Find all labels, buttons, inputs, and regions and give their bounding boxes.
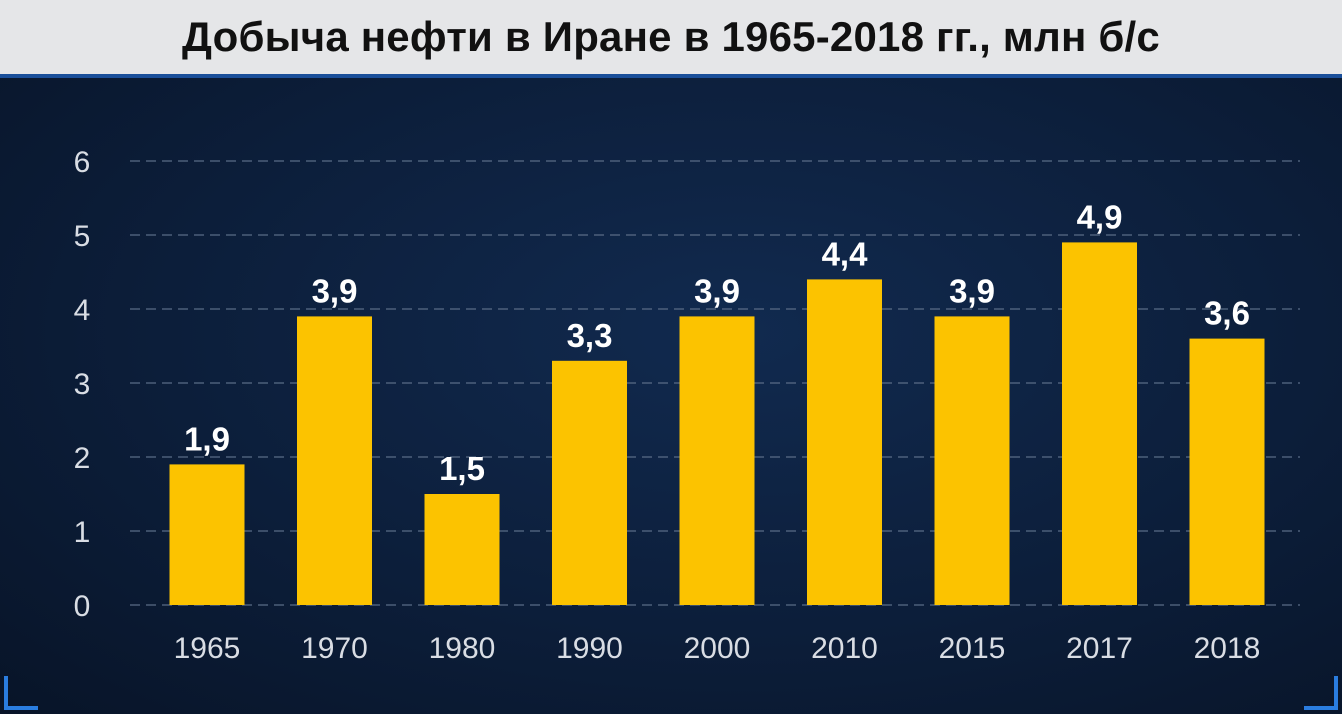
data-label: 3,9	[694, 272, 740, 309]
data-label: 1,9	[184, 420, 230, 457]
bar-2017	[1062, 242, 1137, 605]
x-tick-label: 2017	[1066, 632, 1133, 665]
y-tick-label: 0	[74, 590, 91, 623]
data-label: 3,9	[949, 272, 995, 309]
x-tick-label: 2018	[1194, 632, 1261, 665]
y-tick-label: 2	[74, 442, 91, 475]
data-label: 4,9	[1077, 198, 1123, 235]
x-tick-label: 2010	[811, 632, 878, 665]
chart-area: 0 1 2 3 4 5 6 1,9 1965 3,9 1970 1,5 1980 3,3 1990 3,9 20…	[0, 78, 1342, 714]
y-tick-label: 5	[74, 220, 91, 253]
x-tick-label: 2000	[684, 632, 751, 665]
data-label: 3,3	[567, 317, 613, 354]
x-tick-label: 1970	[301, 632, 368, 665]
x-tick-label: 1980	[429, 632, 496, 665]
data-label: 3,9	[312, 272, 358, 309]
data-label: 4,4	[822, 235, 869, 272]
title-bar: Добыча нефти в Иране в 1965-2018 гг., мл…	[0, 0, 1342, 78]
data-label: 3,6	[1204, 295, 1250, 332]
bar-1980	[424, 494, 500, 605]
bar-2010	[807, 279, 882, 605]
bar-1965	[169, 464, 245, 605]
bar-1970	[297, 316, 372, 605]
x-tick-label: 1990	[556, 632, 623, 665]
y-tick-label: 6	[74, 146, 91, 179]
bar-1990	[552, 360, 627, 605]
y-tick-label: 1	[74, 516, 91, 549]
y-tick-label: 3	[74, 368, 91, 401]
y-tick-label: 4	[74, 294, 91, 327]
chart-title: Добыча нефти в Иране в 1965-2018 гг., мл…	[182, 13, 1160, 60]
bar-chart: 0 1 2 3 4 5 6 1,9 1965 3,9 1970 1,5 1980 3,3 1990 3,9 20…	[74, 146, 1300, 665]
bar-2000	[679, 316, 755, 605]
corner-bracket-left	[4, 676, 38, 710]
bar-2015	[934, 316, 1010, 605]
x-tick-label: 1965	[174, 632, 241, 665]
bar-2018	[1189, 338, 1265, 605]
data-label: 1,5	[439, 450, 485, 487]
corner-bracket-right	[1304, 676, 1338, 710]
x-tick-label: 2015	[939, 632, 1006, 665]
